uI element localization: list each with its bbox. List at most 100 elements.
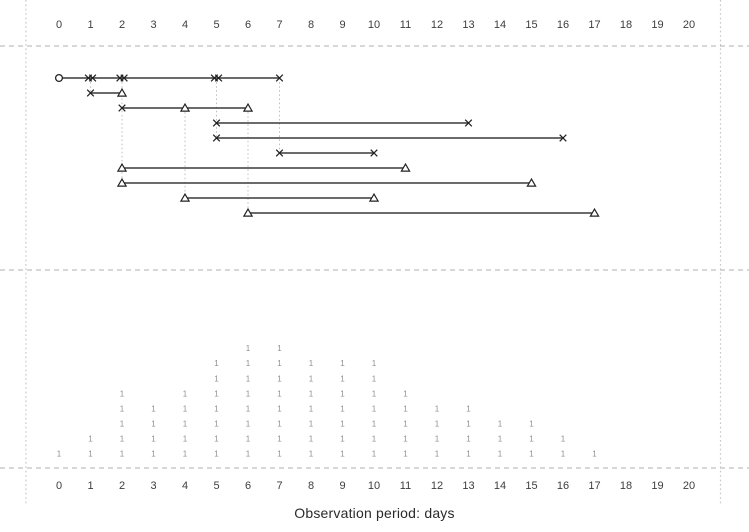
x-tick-label-top: 12 — [431, 19, 443, 31]
event-marker-x — [212, 119, 221, 127]
x-tick-label-top: 3 — [150, 19, 156, 31]
x-tick-label-top: 20 — [683, 19, 695, 31]
count-glyph: 1 — [466, 450, 471, 459]
count-glyph: 1 — [246, 419, 251, 428]
count-glyph: 1 — [277, 450, 282, 459]
count-glyph: 1 — [340, 389, 345, 398]
event-marker-x — [559, 134, 567, 142]
event-marker-x — [86, 89, 95, 97]
x-tick-label-bottom: 0 — [56, 480, 62, 492]
event-marker-x — [275, 149, 284, 157]
count-glyph: 1 — [435, 404, 440, 413]
count-glyph: 1 — [529, 450, 534, 459]
count-glyph: 1 — [277, 389, 282, 398]
count-glyph: 1 — [372, 404, 377, 413]
count-glyph: 1 — [372, 419, 377, 428]
count-glyph: 1 — [372, 389, 377, 398]
count-glyph: 1 — [277, 419, 282, 428]
count-glyph: 1 — [246, 404, 251, 413]
count-glyph: 1 — [561, 450, 566, 459]
count-glyph: 1 — [372, 359, 377, 368]
x-tick-label-top: 19 — [651, 19, 663, 31]
x-axis-title: Observation period: days — [294, 505, 455, 521]
count-glyph: 1 — [403, 450, 408, 459]
censor-marker-triangle — [116, 87, 128, 97]
count-glyph: 1 — [372, 435, 377, 444]
x-tick-label-top: 6 — [245, 19, 251, 31]
count-glyph: 1 — [277, 344, 282, 353]
count-glyph: 1 — [592, 450, 597, 459]
count-glyph: 1 — [88, 450, 93, 459]
x-tick-label-top: 9 — [339, 19, 345, 31]
x-tick-label-top: 4 — [182, 19, 188, 31]
x-tick-label-bottom: 11 — [400, 480, 411, 492]
count-glyph: 1 — [340, 435, 345, 444]
count-glyph: 1 — [151, 450, 156, 459]
censor-marker-triangle — [368, 192, 380, 202]
count-glyph: 1 — [435, 435, 440, 444]
x-tick-label-top: 1 — [87, 19, 93, 31]
count-glyph: 1 — [246, 435, 251, 444]
count-glyph: 1 — [120, 419, 125, 428]
x-tick-label-top: 15 — [525, 19, 537, 31]
count-glyph: 1 — [277, 374, 282, 383]
count-glyph: 1 — [498, 419, 503, 428]
x-tick-label-bottom: 1 — [87, 480, 93, 492]
count-glyph: 1 — [372, 374, 377, 383]
event-marker-x — [212, 134, 221, 142]
count-glyph: 1 — [529, 419, 534, 428]
event-marker-x — [214, 74, 223, 82]
count-glyph: 1 — [309, 404, 314, 413]
x-tick-label-bottom: 9 — [339, 480, 345, 492]
count-glyph: 1 — [214, 359, 219, 368]
x-tick-label-top: 13 — [462, 19, 474, 31]
count-glyph: 1 — [183, 435, 188, 444]
count-glyph: 1 — [151, 435, 156, 444]
x-tick-label-bottom: 2 — [119, 480, 125, 492]
censor-marker-triangle — [116, 177, 128, 187]
count-glyph: 1 — [309, 374, 314, 383]
count-glyph: 1 — [214, 419, 219, 428]
x-tick-label-bottom: 4 — [182, 480, 188, 492]
x-tick-label-top: 18 — [620, 19, 632, 31]
x-tick-label-bottom: 10 — [368, 480, 380, 492]
count-glyph: 1 — [88, 435, 93, 444]
censor-marker-triangle — [242, 102, 254, 112]
x-tick-label-bottom: 7 — [276, 480, 282, 492]
x-tick-label-top: 8 — [308, 19, 314, 31]
count-glyph: 1 — [214, 374, 219, 383]
event-marker-x — [120, 74, 128, 82]
count-glyph: 1 — [340, 419, 345, 428]
count-glyph: 1 — [246, 359, 251, 368]
count-glyph: 1 — [403, 404, 408, 413]
count-glyph: 1 — [183, 389, 188, 398]
censor-marker-triangle — [179, 102, 191, 112]
count-glyph: 1 — [498, 450, 503, 459]
count-glyph: 1 — [246, 450, 251, 459]
x-tick-label-top: 14 — [494, 19, 506, 31]
count-glyph: 1 — [214, 404, 219, 413]
count-glyph: 1 — [435, 419, 440, 428]
x-tick-label-top: 10 — [368, 19, 380, 31]
count-glyph: 1 — [277, 404, 282, 413]
count-glyph: 1 — [120, 389, 125, 398]
count-glyph: 1 — [246, 344, 251, 353]
count-glyph: 1 — [466, 404, 471, 413]
x-tick-label-bottom: 17 — [588, 480, 600, 492]
count-glyph: 1 — [372, 450, 377, 459]
count-glyph: 1 — [466, 419, 471, 428]
x-tick-label-bottom: 15 — [525, 480, 537, 492]
censor-marker-triangle — [400, 162, 411, 172]
count-glyph: 1 — [120, 404, 125, 413]
x-tick-label-top: 11 — [400, 19, 411, 31]
x-tick-label-top: 0 — [56, 19, 62, 31]
count-glyph: 1 — [57, 450, 62, 459]
count-glyph: 1 — [120, 435, 125, 444]
count-glyph: 1 — [340, 374, 345, 383]
count-glyph: 1 — [183, 450, 188, 459]
count-glyph: 1 — [151, 419, 156, 428]
x-tick-label-bottom: 12 — [431, 480, 443, 492]
count-glyph: 1 — [561, 435, 566, 444]
